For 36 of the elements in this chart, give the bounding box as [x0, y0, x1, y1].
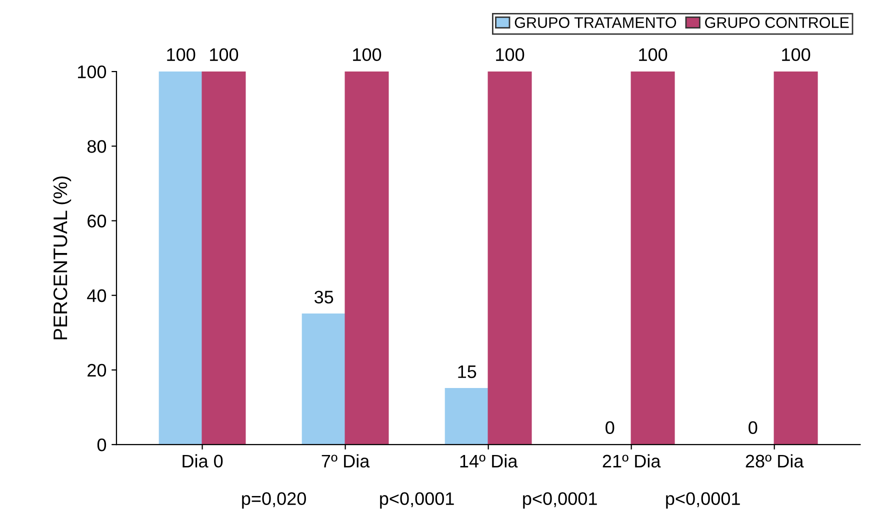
- bar: [302, 313, 346, 445]
- bar: [158, 72, 203, 445]
- y-tick-label: 20: [88, 364, 106, 377]
- data-label: 100: [496, 48, 524, 62]
- data-label: 15: [458, 366, 476, 378]
- data-label: 0: [748, 421, 758, 434]
- y-tick-label: 40: [87, 289, 106, 302]
- data-label: 35: [314, 290, 334, 304]
- legend-label: GRUPO TRATAMENTO: [514, 17, 676, 28]
- legend-label: GRUPO CONTROLE: [705, 17, 849, 28]
- y-axis-title: PERCENTUAL (%): [52, 176, 72, 340]
- data-label: 100: [167, 48, 196, 62]
- text: p<0,0001: [380, 492, 454, 509]
- x-tick-label: 7º Dia: [322, 454, 370, 468]
- x-tick-label: 21º Dia: [602, 454, 661, 468]
- y-tick-label: 0: [97, 438, 106, 452]
- data-label: 100: [639, 48, 668, 62]
- bar: [774, 72, 818, 445]
- text: p=0,020: [242, 492, 306, 509]
- y-tick-label: 80: [87, 140, 106, 153]
- x-tick-label: 28º Dia: [746, 454, 804, 468]
- y-tick-label: 100: [78, 65, 106, 78]
- text: p<0,0001: [666, 492, 740, 509]
- bar: [488, 72, 532, 445]
- data-label: 100: [210, 48, 238, 62]
- bar: [202, 72, 246, 445]
- bar: [344, 72, 389, 445]
- x-tick-label: Dia 0: [182, 454, 223, 468]
- bar: [630, 72, 675, 445]
- data-label: 100: [353, 48, 382, 62]
- y-tick-label: 60: [88, 214, 106, 228]
- data-label: 100: [782, 48, 810, 62]
- data-label: 0: [606, 421, 614, 434]
- bar: [444, 388, 489, 445]
- text: p<0,0001: [523, 492, 597, 509]
- x-tick-label: 14º Dia: [460, 454, 518, 468]
